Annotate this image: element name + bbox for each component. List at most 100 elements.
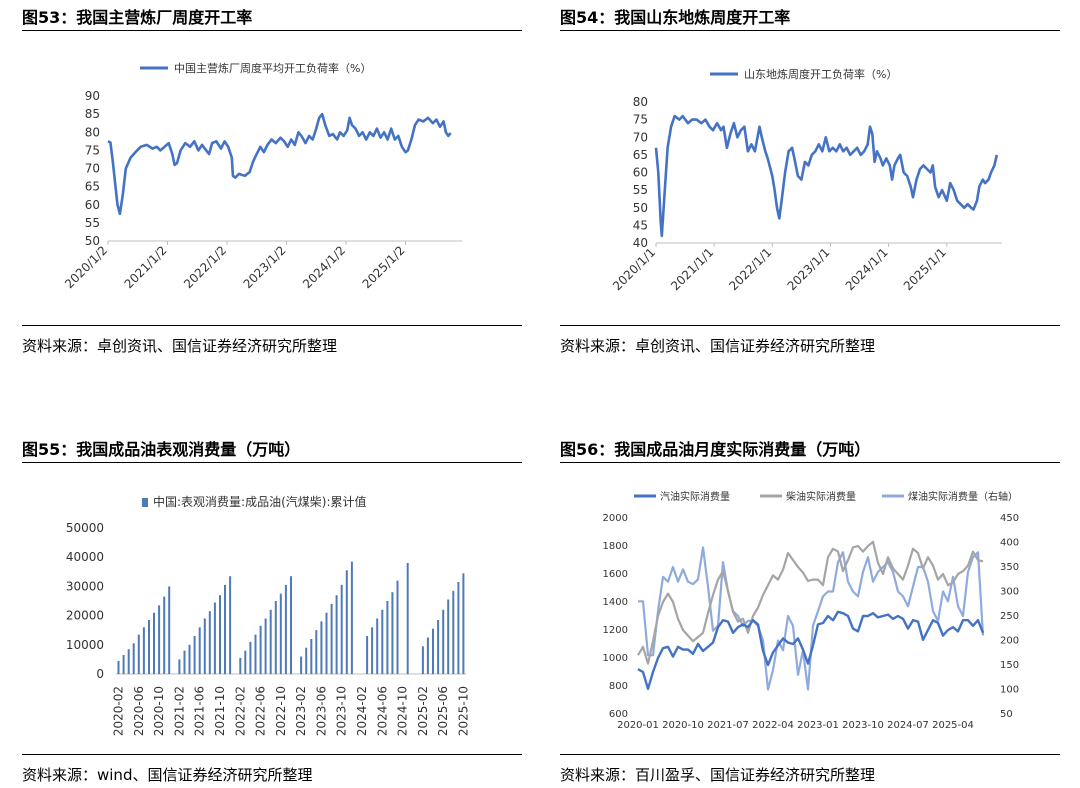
y-tick-label: 85 [85, 107, 100, 121]
y-left-tick-label: 800 [609, 681, 628, 692]
x-tick-label: 2021/1/2 [122, 243, 170, 291]
x-tick-label: 2021/1/1 [668, 245, 716, 293]
x-tick-label: 2025-02 [416, 686, 430, 736]
y-right-tick-label: 350 [1000, 562, 1019, 573]
bar [350, 561, 353, 674]
y-left-tick-label: 1800 [603, 541, 628, 552]
bar [158, 605, 161, 674]
series-line [107, 112, 452, 216]
x-tick-label: 2025/1/1 [901, 245, 949, 293]
y-tick-label: 10000 [66, 638, 104, 652]
bar [386, 601, 389, 674]
title-rule [22, 462, 522, 463]
y-tick-label: 0 [96, 667, 104, 681]
bar [284, 584, 287, 674]
y-right-tick-label: 250 [1000, 611, 1019, 622]
y-right-tick-label: 150 [1000, 660, 1019, 671]
bar [127, 649, 130, 674]
bar [188, 644, 191, 674]
x-tick-label: 2023-10 [335, 686, 349, 736]
chart-54: 山东地炼周度开工负荷率（%） 40 45 50 55 60 65 70 75 80 2020/1/1… [610, 67, 1002, 293]
legend-label: 中国:表观消费量:成品油(汽煤柴):累计值 [153, 494, 367, 509]
x-tick-label: 2022-06 [254, 686, 268, 736]
y-left-tick-label: 1200 [603, 625, 628, 636]
bar [290, 576, 292, 674]
x-tick-label: 2024-02 [355, 686, 369, 736]
panel-title: 图53：我国主营炼厂周度开工率 [22, 8, 253, 27]
x-tick-label: 2020-01 [617, 720, 659, 731]
bar [117, 660, 120, 674]
bar [244, 650, 247, 674]
bar [239, 657, 242, 674]
panel-title: 图55：我国成品油表观消费量（万吨） [22, 440, 301, 459]
source-rule [22, 754, 522, 755]
x-tick-label: 2022/1/1 [726, 245, 774, 293]
bar [264, 618, 267, 674]
bar [178, 659, 181, 674]
panel-53: 图53：我国主营炼厂周度开工率 中国主营炼厂周度平均开工负荷率（%） 50 55 60… [22, 4, 522, 364]
bar [335, 595, 338, 674]
bar [345, 570, 348, 674]
y-left-tick-label: 2000 [603, 513, 628, 524]
x-tick-label: 2020-10 [662, 720, 704, 731]
bar [437, 620, 440, 674]
bar [208, 611, 211, 674]
x-tick-label: 2022/1/2 [181, 243, 229, 291]
y-left-tick-label: 1000 [603, 653, 628, 664]
panel-54: 图54：我国山东地炼周度开工率 山东地炼周度开工负荷率（%） 40 45 50 55 60… [560, 4, 1060, 364]
y-right-tick-label: 450 [1000, 513, 1019, 524]
bar [198, 627, 201, 674]
source-text: 资料来源：wind、国信证券经济研究所整理 [22, 766, 313, 784]
bar [269, 609, 272, 674]
x-tick-label: 2024-06 [375, 686, 389, 736]
series-gasoline [637, 610, 985, 690]
bar [381, 609, 384, 674]
legend-label: 柴油实际消费量 [786, 490, 856, 503]
series-kerosene [638, 546, 985, 691]
x-tick-label: 2024/1/1 [843, 245, 891, 293]
bar [122, 655, 125, 674]
bar [137, 634, 140, 674]
x-tick-label: 2021-02 [172, 686, 186, 736]
bar [183, 650, 186, 674]
y-tick-label: 90 [85, 89, 100, 103]
x-tick-label: 2024-10 [396, 686, 410, 736]
x-tick-label: 2025-06 [436, 686, 450, 736]
x-tick-label: 2023-01 [797, 720, 839, 731]
bar [406, 563, 409, 674]
chart-55: 中国:表观消费量:成品油(汽煤柴):累计值 0 10000 20000 30000 400… [66, 494, 471, 736]
x-tick-label: 2024/1/2 [300, 243, 348, 291]
bar [213, 602, 216, 674]
chart-53: 中国主营炼厂周度平均开工负荷率（%） 50 55 60 65 70 75 80 85 90 2020… [62, 61, 462, 291]
bar [279, 593, 282, 674]
source-rule [22, 325, 522, 326]
source-text: 资料来源：卓创资讯、国信证券经济研究所整理 [22, 337, 338, 355]
source-text: 资料来源：卓创资讯、国信证券经济研究所整理 [560, 337, 876, 355]
bar [224, 584, 226, 674]
y-tick-label: 65 [85, 180, 100, 194]
y-tick-label: 60 [633, 166, 648, 180]
bar [153, 612, 155, 674]
legend-label: 山东地炼周度开工负荷率（%） [744, 67, 897, 81]
bar [432, 628, 434, 674]
y-right-tick-label: 400 [1000, 538, 1019, 549]
x-tick-label: 2020-10 [152, 686, 166, 736]
panel-56: 图56：我国成品油月度实际消费量（万吨） 汽油实际消费量 柴油实际消费量 煤油实际消… [560, 436, 1060, 786]
bar [315, 630, 318, 674]
bar [229, 576, 232, 674]
y-tick-label: 20000 [66, 609, 104, 623]
panel-title: 图54：我国山东地炼周度开工率 [560, 8, 791, 27]
bar [310, 639, 313, 674]
bar [447, 599, 450, 674]
x-tick-label: 2025-04 [932, 720, 974, 731]
bar [421, 646, 424, 674]
x-tick-label: 2021-06 [193, 686, 207, 736]
y-tick-label: 50000 [66, 521, 104, 535]
bar [219, 595, 221, 674]
legend-swatch [142, 498, 148, 507]
panel-title: 图56：我国成品油月度实际消费量（万吨） [560, 440, 871, 459]
x-tick-label: 2020-06 [132, 686, 146, 736]
bar [376, 618, 379, 674]
y-tick-label: 70 [85, 162, 100, 176]
bar [340, 584, 343, 674]
